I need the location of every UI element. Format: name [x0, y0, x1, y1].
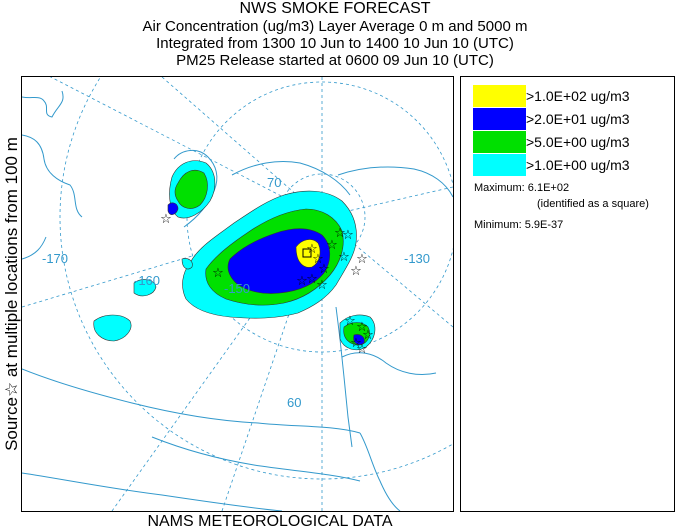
smoke-plume-scattered: [93, 258, 193, 342]
source-star: ☆: [342, 228, 354, 243]
coast-aleutians: [22, 472, 283, 511]
lat-label-70: 70: [267, 175, 281, 190]
plume-green: [174, 170, 208, 209]
coast-chukotka: [22, 90, 64, 118]
map-canvas: ☆ ☆ ☆ ☆ ☆ ☆ ☆ ☆ ☆ ☆ ☆ ☆ ☆ ☆ ☆ ☆ ☆ ☆ ☆ 70…: [22, 77, 453, 511]
legend-panel: >1.0E+02 ug/m3 >2.0E+01 ug/m3 >5.0E+00 u…: [460, 76, 675, 512]
source-star: ☆: [338, 250, 350, 265]
maximum-value: Maximum: 6.1E+02: [474, 182, 570, 194]
lon-label-160: -160: [134, 273, 160, 288]
source-star: ☆: [350, 264, 362, 279]
lon-label-170: -170: [42, 251, 68, 266]
meridian-line: [49, 77, 323, 218]
source-markers: ☆ ☆ ☆ ☆ ☆ ☆ ☆ ☆ ☆ ☆ ☆ ☆ ☆ ☆ ☆ ☆ ☆ ☆ ☆: [160, 212, 374, 357]
legend-item-5: >5.0E+00 ug/m3: [473, 131, 673, 153]
legend-swatch-yellow: [473, 85, 526, 107]
met-data-footer: NAMS METEOROLOGICAL DATA: [147, 513, 393, 530]
parallel-60: [59, 77, 453, 480]
title-block: NWS SMOKE FORECAST Air Concentration (ug…: [20, 0, 650, 69]
source-star: ☆: [356, 320, 368, 335]
smoke-plume-wrangel: [167, 160, 216, 219]
lon-label-150: -150: [224, 281, 250, 296]
plume-blue: [167, 202, 179, 215]
smoke-map: ☆ ☆ ☆ ☆ ☆ ☆ ☆ ☆ ☆ ☆ ☆ ☆ ☆ ☆ ☆ ☆ ☆ ☆ ☆ 70…: [21, 76, 454, 512]
source-star: ☆: [306, 242, 318, 257]
smoke-plume-main: [182, 190, 357, 319]
maximum-square: [302, 248, 312, 258]
lon-label-130: -130: [404, 251, 430, 266]
source-star: ☆: [350, 336, 362, 351]
parallel-70: [186, 81, 453, 353]
legend-swatch-cyan: [473, 154, 526, 176]
coast-island: [22, 236, 47, 260]
legend-item-20: >2.0E+01 ug/m3: [473, 108, 673, 130]
meridian-line: [321, 186, 453, 218]
source-star: ☆: [212, 266, 224, 281]
source-star: ☆: [326, 238, 338, 253]
source-star: ☆: [356, 252, 368, 267]
release-info: PM25 Release started at 0600 09 Jun 10 (…: [176, 52, 494, 69]
meridian-line: [22, 216, 323, 308]
legend-label: >5.0E+00 ug/m3: [526, 134, 630, 150]
coast-siberia: [22, 134, 83, 218]
coastlines: [22, 90, 453, 511]
source-star: ☆: [316, 278, 328, 293]
source-star: ☆: [296, 274, 308, 289]
legend-swatch-blue: [473, 108, 526, 130]
source-star: ☆: [344, 314, 356, 329]
legend-label: >1.0E+02 ug/m3: [526, 88, 630, 104]
source-star: ☆: [362, 328, 374, 343]
coast-alaska-west: [22, 368, 361, 434]
maximum-note: (identified as a square): [537, 198, 649, 210]
smoke-plume-southeast: [339, 314, 376, 351]
legend-swatch-green: [473, 131, 526, 153]
concentration-subtitle: Air Concentration (ug/m3) Layer Average …: [142, 18, 528, 35]
plume-cyan: [133, 279, 157, 297]
source-star: ☆: [318, 262, 330, 277]
legend-item-100: >1.0E+02 ug/m3: [473, 85, 673, 107]
source-star: ☆: [334, 226, 346, 241]
legend-label: >2.0E+01 ug/m3: [526, 111, 630, 127]
border-line: [335, 306, 353, 448]
coast-arctic-east: [337, 166, 453, 198]
minimum-value: Minimum: 5.9E-37: [474, 219, 564, 231]
source-star: ☆: [306, 272, 318, 287]
plume-blue: [353, 334, 365, 345]
meridian-line: [321, 216, 453, 328]
legend-item-1: >1.0E+00 ug/m3: [473, 154, 673, 176]
coast-yukon: [341, 352, 437, 376]
source-height-label: Source☆ at multiple locations from 100 m: [2, 137, 21, 451]
graticule-labels: 70 60 -170 -160 -150 -130: [42, 175, 430, 410]
coast-panhandle: [359, 432, 401, 511]
integration-period: Integrated from 1300 10 Jun to 1400 10 J…: [156, 35, 514, 52]
coast-arctic: [231, 161, 351, 196]
source-star: ☆: [312, 252, 324, 267]
plume-cyan: [181, 258, 193, 270]
source-star: ☆: [356, 342, 368, 357]
coast-alaska-south: [151, 436, 361, 482]
coast-wrangel: [173, 150, 218, 228]
source-star: ☆: [160, 212, 172, 227]
plume-cyan: [93, 314, 132, 342]
lat-label-60: 60: [287, 395, 301, 410]
plume-yellow: [295, 239, 321, 268]
legend-label: >1.0E+00 ug/m3: [526, 157, 630, 173]
forecast-title: NWS SMOKE FORECAST: [239, 0, 431, 17]
